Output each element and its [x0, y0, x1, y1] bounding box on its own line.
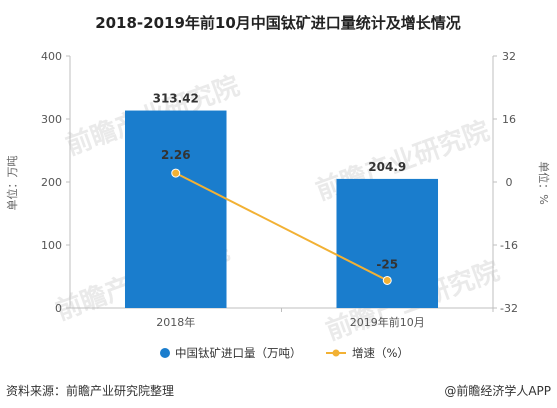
right-tick-label: 0 [506, 176, 513, 189]
x-tick-label: 2018年 [156, 315, 195, 329]
brand-note: @前瞻经济学人APP [444, 383, 551, 398]
bar-value-label: 313.42 [153, 92, 199, 106]
bar [124, 110, 227, 308]
right-tick-label: -32 [500, 302, 518, 315]
source-note: 资料来源：前瞻产业研究院整理 [6, 383, 174, 398]
line-point [171, 168, 181, 178]
right-axis-title: 单位：% [537, 161, 551, 204]
left-tick-label: 100 [41, 239, 62, 252]
line-value-label: -25 [376, 257, 398, 271]
left-tick-label: 300 [41, 113, 62, 126]
line-series: 2.26 -25 [161, 148, 398, 285]
x-tick-label: 2019年前10月 [350, 315, 425, 329]
legend-line-label: 增速（%） [352, 346, 409, 360]
legend-bar-swatch [160, 348, 170, 358]
legend: 中国钛矿进口量（万吨） 增速（%） [160, 346, 409, 360]
left-axis-title: 单位：万吨 [5, 156, 19, 211]
axes: 0 100 200 300 400 -32 -16 0 16 32 2018年 2019年前10月 [41, 50, 518, 329]
bar-value-label: 204.9 [368, 160, 406, 174]
right-tick-label: 32 [502, 50, 516, 63]
line-point [382, 275, 392, 285]
growth-line [175, 172, 388, 282]
legend-bar-label: 中国钛矿进口量（万吨） [175, 346, 302, 360]
chart-title: 2018-2019年前10月中国钛矿进口量统计及增长情况 [95, 14, 461, 32]
left-tick-label: 400 [41, 50, 62, 63]
bar [336, 178, 439, 308]
line-value-label: 2.26 [161, 148, 191, 162]
left-tick-label: 200 [41, 176, 62, 189]
legend-line-marker [332, 349, 340, 357]
right-tick-label: 16 [502, 113, 516, 126]
bar-series: 313.42 204.9 [124, 92, 439, 308]
right-tick-label: -16 [500, 239, 518, 252]
left-tick-label: 0 [55, 302, 62, 315]
